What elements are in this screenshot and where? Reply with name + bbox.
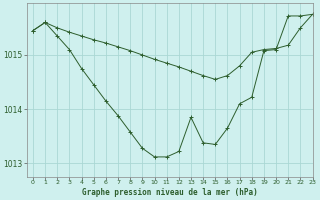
X-axis label: Graphe pression niveau de la mer (hPa): Graphe pression niveau de la mer (hPa) (82, 188, 258, 197)
